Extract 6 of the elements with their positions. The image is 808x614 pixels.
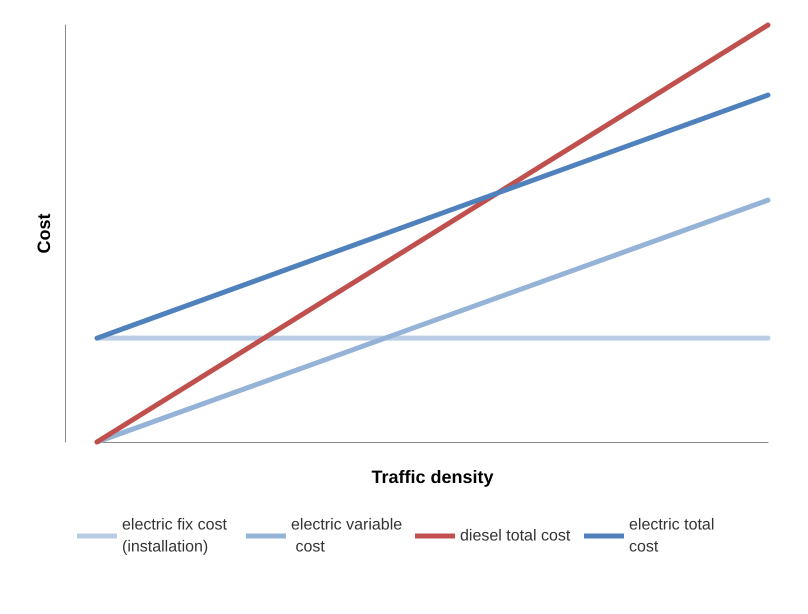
legend-label: electric variable cost	[291, 516, 402, 556]
x-axis-title: Traffic density	[371, 467, 494, 487]
y-axis-title: Cost	[34, 213, 54, 254]
legend-label: diesel total cost	[460, 528, 571, 544]
legend-label: electric fix cost (installation)	[122, 516, 232, 556]
legend-label: electric total cost	[629, 516, 719, 556]
